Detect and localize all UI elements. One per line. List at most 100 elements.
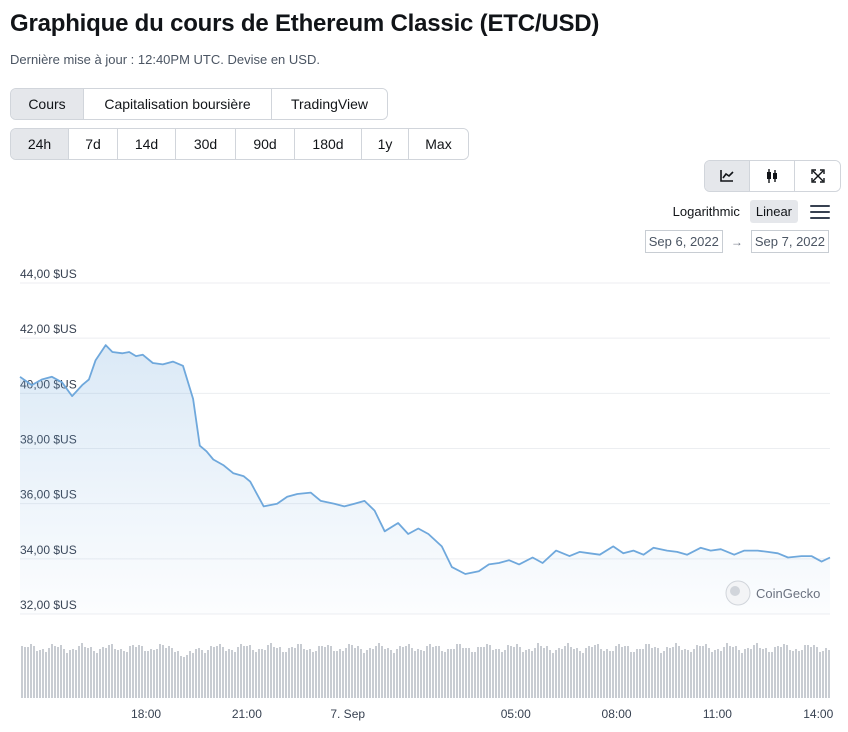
volume-bar: [444, 652, 446, 698]
volume-bar: [417, 649, 419, 698]
price-area-fill: [20, 345, 830, 614]
volume-bar: [396, 649, 398, 698]
chart-view-toggle: [704, 160, 841, 192]
linear-scale-option[interactable]: Linear: [749, 200, 798, 223]
range-24h-button[interactable]: 24h: [11, 129, 69, 159]
range-180d-button[interactable]: 180d: [295, 129, 362, 159]
volume-bar: [783, 644, 785, 698]
volume-bar: [594, 645, 596, 698]
range-30d-button[interactable]: 30d: [176, 129, 236, 159]
volume-bar: [45, 652, 47, 698]
range-90d-button[interactable]: 90d: [236, 129, 295, 159]
volume-bar: [36, 651, 38, 698]
volume-bar: [351, 645, 353, 698]
volume-bar: [540, 646, 542, 698]
range-1y-button[interactable]: 1y: [362, 129, 409, 159]
volume-bar: [372, 649, 374, 698]
range-14d-button[interactable]: 14d: [118, 129, 176, 159]
volume-bar: [75, 650, 77, 698]
volume-bar: [393, 653, 395, 698]
volume-bar: [579, 651, 581, 698]
volume-bar: [582, 653, 584, 698]
volume-bar: [432, 647, 434, 698]
range-7d-button[interactable]: 7d: [69, 129, 118, 159]
volume-bar: [789, 650, 791, 698]
volume-bar: [309, 649, 311, 698]
volume-bar: [303, 649, 305, 698]
volume-bar: [735, 646, 737, 698]
coingecko-watermark-text: CoinGecko: [756, 586, 820, 601]
volume-bar: [486, 644, 488, 698]
volume-bar: [768, 652, 770, 698]
volume-bar: [822, 651, 824, 698]
volume-bar: [807, 645, 809, 698]
volume-bar: [150, 649, 152, 698]
volume-bar: [54, 646, 56, 698]
volume-bar: [678, 646, 680, 698]
tab-market-cap[interactable]: Capitalisation boursière: [84, 89, 272, 119]
volume-bar: [405, 646, 407, 698]
volume-bar: [390, 650, 392, 698]
volume-bar: [108, 645, 110, 698]
volume-bar: [504, 650, 506, 698]
volume-bar: [408, 644, 410, 698]
x-tick-label: 14:00: [803, 707, 833, 721]
volume-bar: [291, 647, 293, 698]
volume-bar: [534, 648, 536, 698]
volume-bar: [477, 647, 479, 698]
volume-bar: [120, 649, 122, 698]
volume-bar: [126, 652, 128, 698]
volume-bar: [198, 648, 200, 698]
volume-bar: [318, 646, 320, 698]
volume-bar: [174, 652, 176, 698]
volume-bar: [669, 648, 671, 698]
volume-bar: [756, 643, 758, 698]
x-tick-label: 21:00: [232, 707, 262, 721]
volume-bar: [450, 649, 452, 698]
volume-bar: [804, 645, 806, 698]
volume-bar: [189, 651, 191, 698]
hamburger-menu-icon[interactable]: [810, 204, 830, 220]
volume-bar: [297, 644, 299, 698]
volume-bar: [645, 644, 647, 698]
volume-bar: [183, 657, 185, 698]
tab-price[interactable]: Cours: [11, 89, 84, 119]
volume-bar: [345, 648, 347, 698]
volume-bar: [666, 647, 668, 698]
volume-bar: [249, 645, 251, 698]
volume-bar: [492, 650, 494, 698]
volume-bar: [99, 649, 101, 698]
volume-bar: [732, 647, 734, 698]
volume-bar: [39, 650, 41, 698]
volume-bar: [687, 650, 689, 698]
volume-bar: [276, 648, 278, 698]
volume-bar: [672, 647, 674, 698]
volume-bar: [591, 647, 593, 698]
volume-bar: [60, 645, 62, 698]
x-tick-label: 05:00: [501, 707, 531, 721]
volume-bar: [66, 653, 68, 698]
volume-bar: [96, 653, 98, 698]
logarithmic-scale-option[interactable]: Logarithmic: [672, 204, 740, 219]
volume-bar: [306, 650, 308, 698]
volume-bar: [696, 645, 698, 698]
volume-bar: [321, 646, 323, 698]
volume-bar: [234, 652, 236, 698]
line-chart-button[interactable]: [705, 161, 750, 191]
date-to-input[interactable]: Sep 7, 2022: [750, 230, 829, 253]
volume-bar: [498, 649, 500, 698]
volume-bar: [117, 650, 119, 698]
volume-bar: [435, 646, 437, 698]
fullscreen-button[interactable]: [795, 161, 840, 191]
volume-bar: [471, 652, 473, 698]
date-from-input[interactable]: Sep 6, 2022: [644, 230, 723, 253]
candlestick-chart-button[interactable]: [750, 161, 795, 191]
y-tick-label: 44,00 $US: [20, 267, 77, 281]
scale-selector: Logarithmic Linear: [667, 200, 830, 223]
range-max-button[interactable]: Max: [409, 129, 468, 159]
volume-bar: [795, 649, 797, 698]
tab-tradingview[interactable]: TradingView: [272, 89, 387, 119]
volume-bar: [741, 653, 743, 698]
volume-bar: [201, 650, 203, 698]
volume-bar: [825, 648, 827, 698]
